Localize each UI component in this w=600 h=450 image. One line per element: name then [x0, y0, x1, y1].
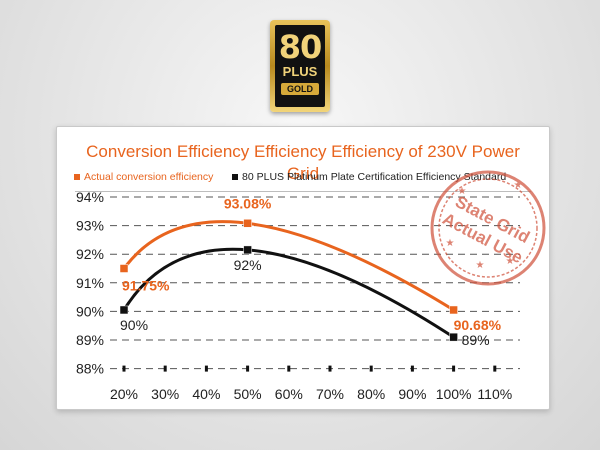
- data-label: 89%: [462, 332, 490, 348]
- y-tick-label: 91%: [76, 275, 104, 291]
- x-tick-label: 30%: [151, 386, 179, 402]
- y-tick-label: 92%: [76, 246, 104, 262]
- stamp-inner-ring: [438, 178, 538, 278]
- stamp-star: ★: [476, 260, 485, 271]
- platinum-standard-point: [119, 305, 129, 315]
- x-tick-label: 100%: [436, 386, 472, 402]
- legend-marker: [74, 174, 80, 180]
- x-tick-label: 80%: [357, 386, 385, 402]
- x-tick-label: 110%: [477, 386, 512, 402]
- data-label: 93.08%: [224, 195, 272, 211]
- legend-label: 80 PLUS Platinum Plate Certification Eff…: [242, 171, 506, 183]
- y-tick-label: 94%: [76, 189, 104, 205]
- stamp-star: ★: [458, 186, 467, 197]
- actual-efficiency-point: [119, 264, 129, 273]
- x-tick-mark: [369, 365, 373, 372]
- data-label: 91.75%: [122, 278, 170, 294]
- x-tick-label: 90%: [398, 386, 426, 402]
- x-tick-mark: [163, 365, 167, 372]
- platinum-standard-point: [243, 245, 252, 255]
- actual-efficiency-line: [122, 220, 455, 312]
- x-tick-mark: [493, 365, 497, 372]
- actual-efficiency-point: [243, 219, 252, 228]
- stamp-outer-ring: [430, 170, 546, 286]
- y-tick-label: 90%: [76, 303, 104, 319]
- legend-label: Actual conversion efficiency: [84, 171, 214, 183]
- chart-panel: Conversion Efficiency Efficiency Efficie…: [56, 126, 550, 410]
- x-tick-label: 70%: [316, 386, 344, 402]
- badge-tier: GOLD: [281, 83, 319, 95]
- x-tick-mark: [287, 365, 291, 372]
- x-tick-mark: [328, 365, 332, 372]
- x-tick-label: 60%: [275, 386, 303, 402]
- x-tick-mark: [452, 365, 456, 372]
- y-tick-label: 93%: [76, 218, 104, 234]
- x-tick-label: 20%: [110, 386, 138, 402]
- y-tick-label: 89%: [76, 332, 104, 348]
- data-label: 90.68%: [454, 317, 502, 333]
- 80-plus-gold-badge: 80 PLUS GOLD: [270, 20, 330, 112]
- stamp-star: ★: [506, 256, 515, 267]
- stamp-star: ★: [446, 238, 455, 249]
- data-label: 90%: [120, 317, 148, 333]
- actual-efficiency-point: [449, 305, 458, 315]
- x-tick-label: 50%: [234, 386, 262, 402]
- x-tick-mark: [246, 365, 250, 372]
- badge-number: 80: [278, 28, 323, 66]
- x-tick-mark: [122, 365, 126, 372]
- stamp-star: ★: [514, 180, 523, 191]
- y-tick-label: 88%: [76, 361, 104, 377]
- x-tick-mark: [410, 365, 414, 372]
- badge-plus-text: PLUS: [282, 64, 318, 79]
- chart-title: Conversion Efficiency Efficiency Efficie…: [75, 141, 531, 192]
- platinum-standard-line: [122, 247, 455, 339]
- x-tick-label: 40%: [192, 386, 220, 402]
- legend-marker: [232, 174, 238, 180]
- data-label: 92%: [234, 257, 262, 273]
- x-tick-mark: [204, 365, 208, 372]
- platinum-standard-point: [449, 332, 458, 342]
- badge-face: 80 PLUS GOLD: [275, 25, 325, 107]
